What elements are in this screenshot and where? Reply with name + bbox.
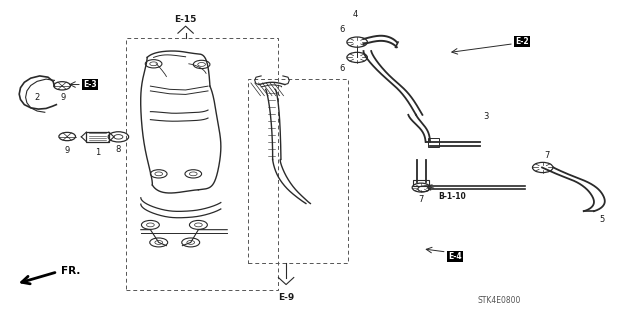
Text: 2: 2	[35, 93, 40, 101]
Text: 9: 9	[65, 146, 70, 155]
Text: 8: 8	[116, 145, 121, 154]
Bar	[428, 138, 439, 147]
Text: E-3: E-3	[83, 80, 97, 89]
Text: 6: 6	[339, 25, 344, 34]
Text: E-9: E-9	[278, 293, 294, 302]
Text: 4: 4	[353, 10, 358, 19]
Text: 9: 9	[60, 93, 65, 101]
Bar	[413, 180, 429, 186]
Bar	[248, 79, 348, 263]
Text: E-2: E-2	[515, 37, 529, 46]
Bar	[126, 38, 278, 290]
Text: STK4E0800: STK4E0800	[477, 296, 521, 305]
Text: E-4: E-4	[448, 252, 461, 261]
Text: FR.: FR.	[61, 266, 80, 276]
Text: E-15: E-15	[175, 15, 196, 24]
Text: 7: 7	[419, 195, 424, 204]
Text: B-1-10: B-1-10	[438, 192, 466, 201]
Text: 5: 5	[599, 215, 604, 224]
Text: 7: 7	[545, 151, 550, 160]
Text: 6: 6	[339, 64, 344, 73]
Text: 1: 1	[95, 148, 100, 157]
Bar	[86, 132, 109, 142]
Text: 3: 3	[483, 112, 488, 121]
